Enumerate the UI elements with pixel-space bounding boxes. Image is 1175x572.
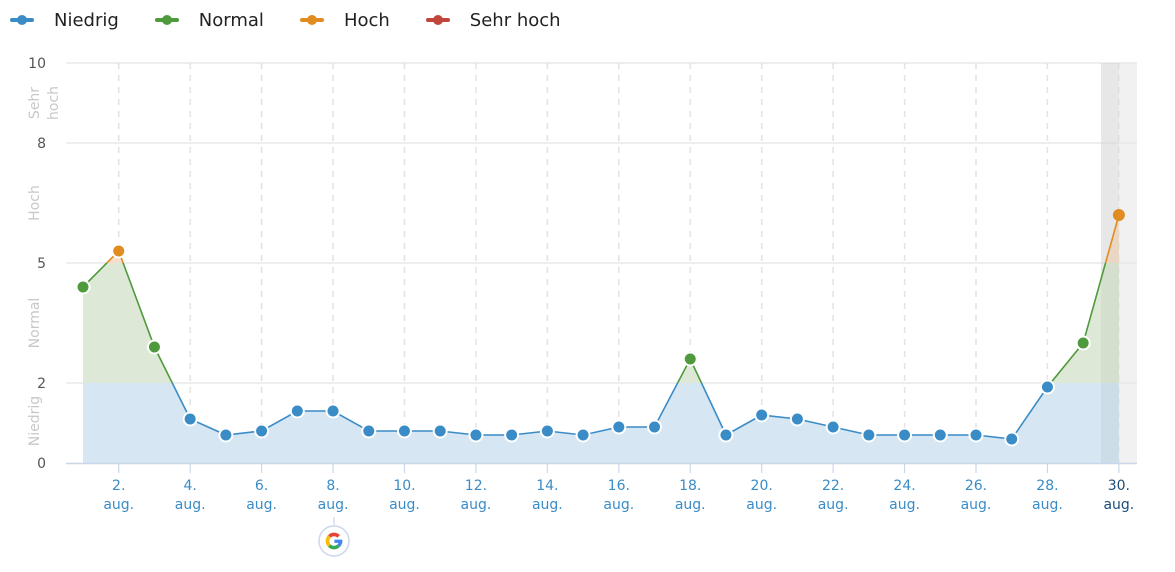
legend-label: Sehr hoch: [469, 9, 561, 31]
x-axis: 2. aug. 4. aug. 6. aug. 8. aug. 10. aug. 12. aug. 14…: [103, 478, 1134, 513]
y-tick-label: 2: [37, 376, 46, 392]
legend-label: Hoch: [343, 9, 390, 31]
data-point[interactable]: [361, 423, 377, 439]
data-point[interactable]: [1004, 431, 1020, 447]
data-point[interactable]: [611, 419, 627, 435]
x-tick-label: 2. aug.: [103, 478, 134, 513]
x-tick-label: 4. aug.: [175, 478, 206, 513]
legend-item-normal[interactable]: Normal: [154, 9, 264, 31]
data-point[interactable]: [1112, 209, 1125, 221]
data-point[interactable]: [396, 423, 412, 439]
data-point[interactable]: [825, 419, 841, 435]
google-annotation[interactable]: [318, 517, 350, 557]
zone-label-normal: Normal: [27, 298, 43, 349]
x-tick-label: 6. aug.: [246, 478, 277, 513]
series-lines: [82, 214, 1120, 440]
data-point[interactable]: [1075, 335, 1091, 351]
x-tick-label: 22. aug.: [818, 478, 849, 513]
data-point[interactable]: [218, 427, 234, 443]
y-tick-label: 0: [37, 456, 46, 472]
legend-marker-icon: [154, 15, 179, 25]
x-tick-marks: [118, 464, 1120, 473]
data-point[interactable]: [754, 407, 770, 423]
legend-marker-icon: [299, 15, 324, 25]
x-tick-label: 26. aug.: [961, 478, 992, 513]
zone-label-niedrig: Niedrig: [27, 396, 43, 446]
y-axis: 10 8 5 2 0: [28, 56, 46, 472]
legend-item-hoch[interactable]: Hoch: [299, 9, 390, 31]
x-tick-label: 18. aug.: [675, 478, 706, 513]
data-point[interactable]: [789, 411, 805, 427]
highlight-overlay: [1101, 63, 1119, 463]
data-point[interactable]: [932, 427, 948, 443]
x-tick-label: 10. aug.: [389, 478, 420, 513]
x-tick-label: 16. aug.: [603, 478, 634, 513]
data-point[interactable]: [111, 243, 127, 259]
legend-label: Niedrig: [54, 9, 119, 31]
data-point[interactable]: [432, 423, 448, 439]
data-point[interactable]: [325, 403, 341, 419]
data-point[interactable]: [575, 427, 591, 443]
x-tick-label: 12. aug.: [461, 478, 492, 513]
data-point[interactable]: [861, 427, 877, 443]
legend-label: Normal: [198, 9, 264, 31]
chart-legend: Niedrig Normal Hoch Sehr hoch: [10, 8, 597, 32]
data-point[interactable]: [254, 423, 270, 439]
y-tick-label: 10: [28, 56, 46, 72]
legend-marker-icon: [425, 15, 450, 25]
zone-label-sehr-hoch-line1: Sehr: [27, 87, 43, 119]
data-point[interactable]: [682, 351, 698, 367]
google-icon: [325, 532, 343, 550]
data-point[interactable]: [468, 427, 484, 443]
y-zone-labels: Sehr hoch Hoch Normal Niedrig: [27, 86, 62, 446]
data-points: [75, 209, 1125, 447]
data-point[interactable]: [182, 411, 198, 427]
area-fills: [83, 215, 1119, 463]
y-tick-label: 5: [37, 256, 46, 272]
data-point[interactable]: [504, 427, 520, 443]
x-tick-label: 14. aug.: [532, 478, 563, 513]
data-point[interactable]: [75, 279, 91, 295]
zone-label-hoch: Hoch: [27, 185, 43, 221]
x-tick-label: 30. aug.: [1103, 478, 1134, 513]
data-point[interactable]: [718, 427, 734, 443]
x-tick-label: 8. aug.: [318, 478, 349, 513]
data-point[interactable]: [539, 423, 555, 439]
data-point[interactable]: [146, 339, 162, 355]
y-tick-label: 8: [37, 136, 46, 152]
x-tick-label: 24. aug.: [889, 478, 920, 513]
data-point[interactable]: [647, 419, 663, 435]
data-point[interactable]: [968, 427, 984, 443]
y-gridlines: [66, 62, 1137, 384]
zone-label-sehr-hoch-line2: hoch: [46, 86, 62, 120]
data-point[interactable]: [1039, 379, 1055, 395]
data-point[interactable]: [897, 427, 913, 443]
legend-marker-icon: [10, 15, 34, 25]
legend-item-sehr-hoch[interactable]: Sehr hoch: [425, 9, 561, 31]
data-point[interactable]: [289, 403, 305, 419]
legend-item-niedrig[interactable]: Niedrig: [10, 10, 119, 31]
x-tick-label: 28. aug.: [1032, 478, 1063, 513]
x-tick-label: 20. aug.: [746, 478, 777, 513]
